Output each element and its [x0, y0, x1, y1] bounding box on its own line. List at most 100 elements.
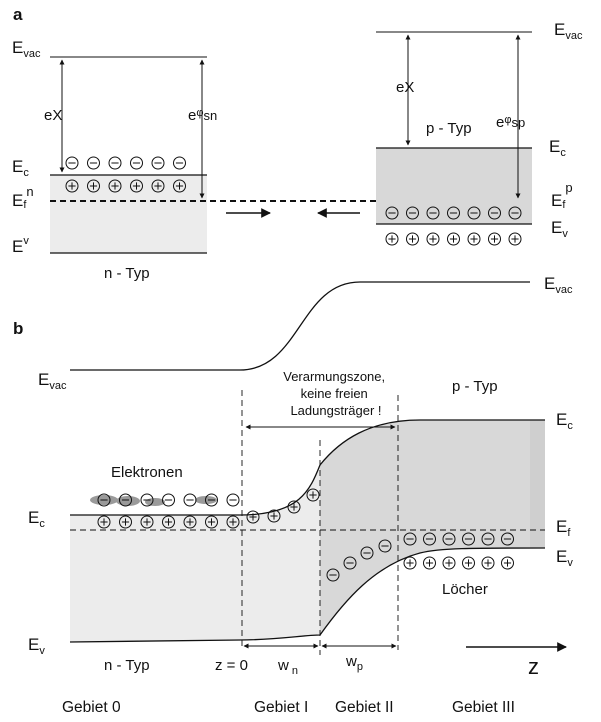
n-band-fill [50, 175, 207, 253]
donor-ion-symbol [226, 515, 240, 529]
b-depletion-donors [246, 488, 320, 524]
b-p-edge-strip [530, 420, 545, 548]
depletion-donor-symbol [246, 510, 260, 524]
acceptor-ion-symbol [501, 532, 514, 546]
acceptor-ion-symbol [426, 206, 440, 220]
panel-b-letter: b [13, 319, 23, 338]
depletion-donor-symbol [267, 509, 281, 523]
hole-symbol [462, 556, 475, 570]
hole-symbol [403, 556, 417, 570]
b-z-axis-label: z [528, 654, 539, 679]
hole-symbol [406, 232, 419, 246]
electron-symbol [119, 493, 132, 507]
b-donor-row [97, 515, 240, 529]
acceptor-ion-symbol [481, 532, 495, 546]
acceptor-ion-symbol [403, 532, 417, 546]
donor-ion-symbol [65, 179, 79, 193]
p-type-label: p - Typ [426, 120, 472, 137]
region-gebiet-2: Gebiet II [335, 699, 394, 716]
hole-symbol [501, 556, 514, 570]
n-ef-label: Efn [12, 184, 34, 211]
n-evac-label: Evac [12, 38, 41, 60]
b-ev-curve [69, 547, 546, 643]
acceptor-ion-symbol [462, 532, 475, 546]
b-ef-right-label: Ef [556, 517, 571, 539]
b-ec-right-label: Ec [556, 410, 573, 432]
donor-ion-symbol [183, 515, 197, 529]
b-evac-left-label: Evac [38, 370, 67, 392]
b-depletion-acceptors [326, 539, 392, 582]
acceptor-ion-symbol [442, 532, 456, 546]
depletion-acceptor-symbol [343, 556, 357, 570]
b-electron-row [97, 493, 240, 507]
depletion-acceptor-symbol [326, 568, 340, 582]
p-band-fill [376, 148, 532, 224]
p-hole-row [385, 206, 522, 220]
acceptor-ion-symbol [467, 206, 481, 220]
donor-ion-symbol [87, 179, 100, 193]
depletion-acceptor-symbol [360, 546, 374, 560]
hole-symbol [488, 232, 501, 246]
donor-ion-symbol [140, 515, 154, 529]
donor-ion-symbol [205, 515, 218, 529]
electron-symbol [226, 493, 240, 507]
n-type-label: n - Typ [104, 265, 150, 282]
region-gebiet-1: Gebiet I [254, 699, 308, 716]
hole-symbol [385, 232, 399, 246]
donor-ion-symbol [130, 179, 143, 193]
donor-ion-symbol [108, 179, 122, 193]
b-holes-label: Löcher [442, 581, 488, 598]
electron-symbol [140, 493, 154, 507]
p-ev-label: Ev [551, 218, 568, 240]
donor-ion-symbol [173, 179, 186, 193]
hole-symbol [442, 556, 456, 570]
b-depletion-note: Verarmungszone, keine freien Ladungsträg… [283, 369, 389, 418]
depletion-donor-symbol [306, 488, 320, 502]
acceptor-ion-symbol [508, 206, 522, 220]
electron-symbol [130, 156, 143, 170]
hole-symbol [481, 556, 495, 570]
b-ev-left-label: Ev [28, 635, 45, 657]
p-evac-label: Evac [554, 20, 583, 42]
p-ef-label: Efp [551, 180, 573, 211]
b-ec-left-label: Ec [28, 508, 45, 530]
region-gebiet-3: Gebiet III [452, 699, 515, 716]
b-acceptor-row [403, 556, 514, 570]
hole-symbol [447, 232, 460, 246]
electron-symbol [205, 493, 218, 507]
b-z0-label: z = 0 [215, 657, 248, 674]
b-evac-right-label: Evac [544, 274, 573, 296]
p-ephi-label: eφsp [496, 114, 525, 131]
hole-symbol [467, 232, 481, 246]
n-electron-row [65, 156, 186, 170]
n-ex-label: eX [44, 107, 62, 124]
electron-symbol [65, 156, 79, 170]
electron-symbol [151, 156, 165, 170]
b-evac-curve [70, 281, 530, 371]
b-hole-row [403, 532, 514, 546]
b-n-body-fill [70, 465, 320, 642]
electron-symbol [108, 156, 122, 170]
p-acceptor-row [385, 232, 522, 246]
p-ec-label: Ec [549, 137, 566, 159]
donor-ion-symbol [97, 515, 111, 529]
b-wp-label: wp [345, 653, 363, 673]
b-electrons-label: Elektronen [111, 464, 183, 481]
donor-ion-symbol [119, 515, 132, 529]
donor-ion-symbol [162, 515, 175, 529]
acceptor-ion-symbol [406, 206, 419, 220]
electron-symbol [183, 493, 197, 507]
n-ephi-label: eφsn [188, 107, 217, 124]
region-gebiet-0: Gebiet 0 [62, 699, 121, 716]
acceptor-ion-symbol [385, 206, 399, 220]
electron-symbol [173, 156, 186, 170]
hole-symbol [508, 232, 522, 246]
panel-a-letter: a [13, 5, 23, 24]
b-p-body-fill [320, 420, 545, 635]
electron-symbol [87, 156, 100, 170]
b-ev-right-label: Ev [556, 547, 573, 569]
electron-symbol [162, 493, 175, 507]
donor-ion-symbol [151, 179, 165, 193]
